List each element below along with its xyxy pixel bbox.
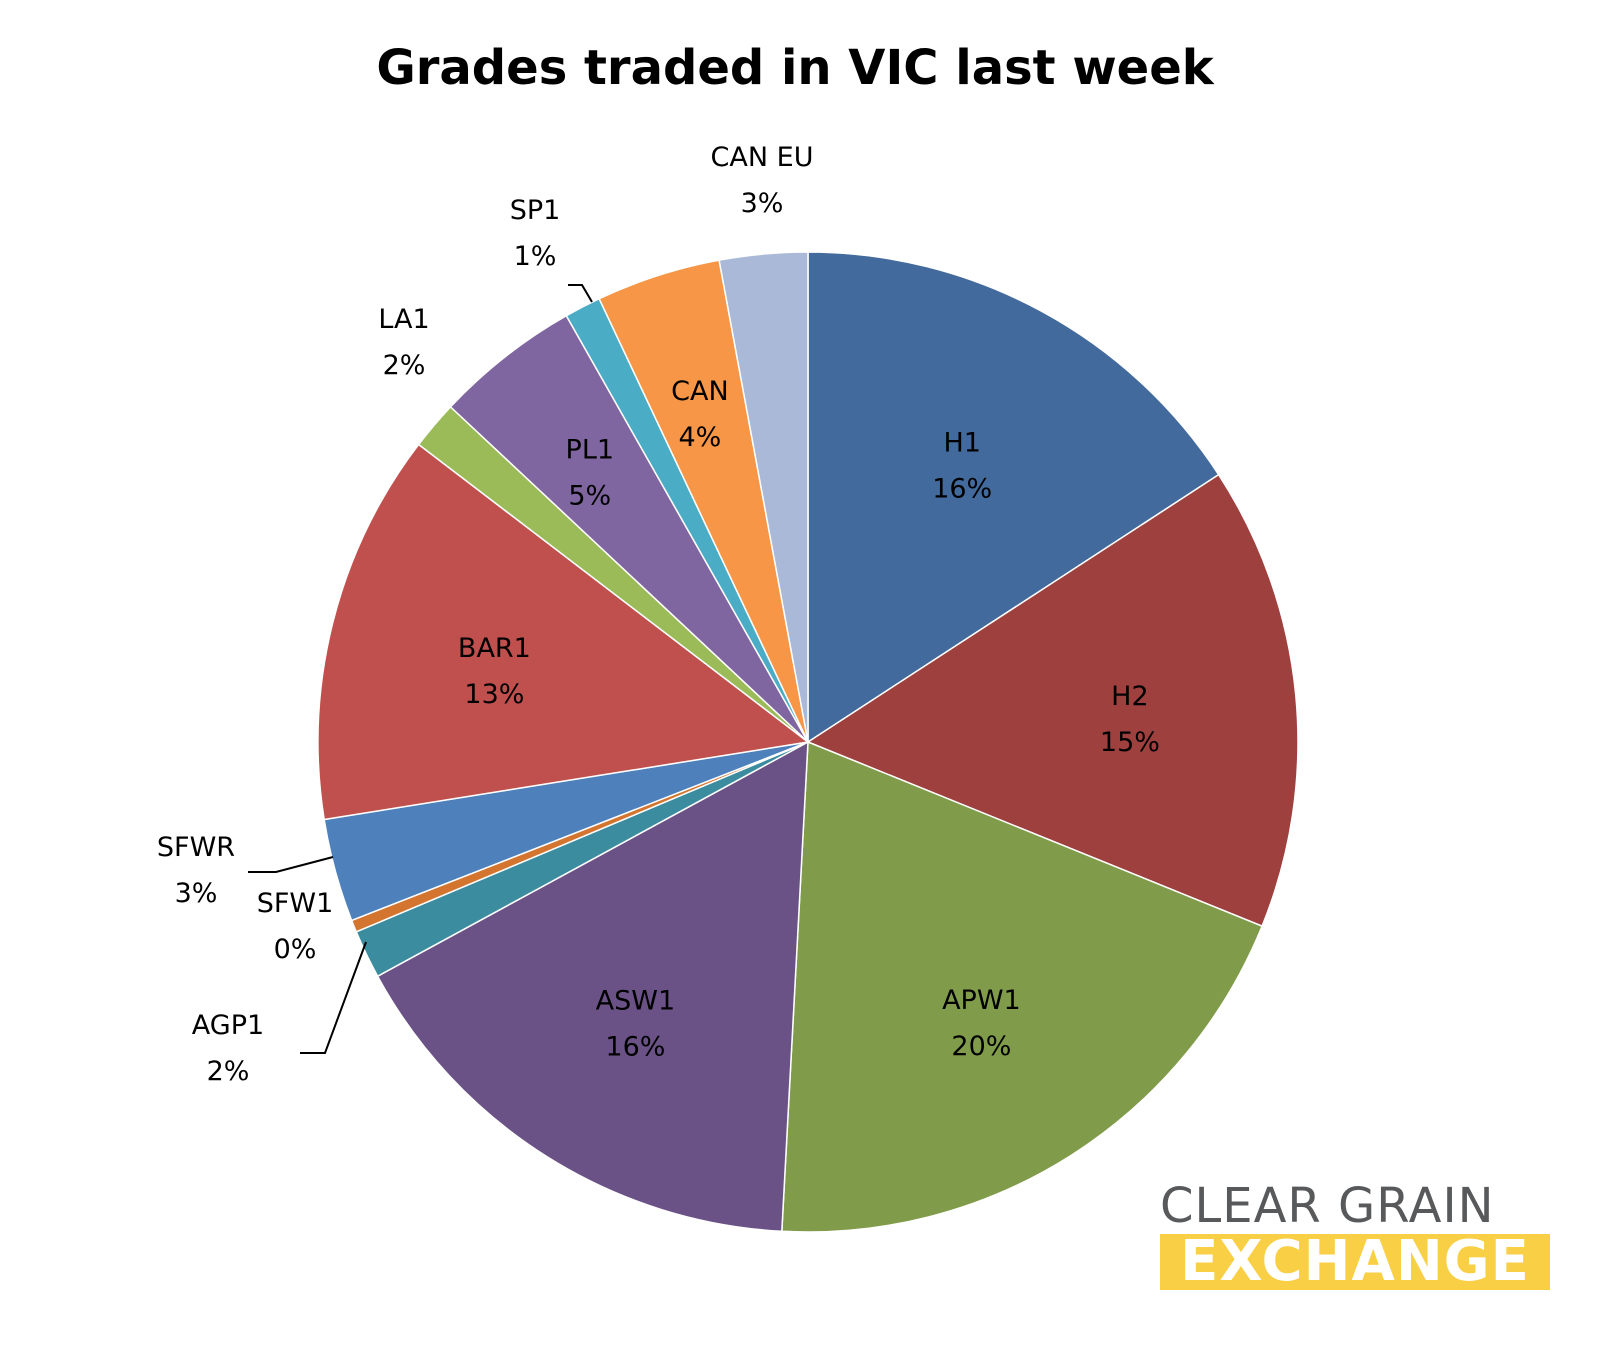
pie-slice-pl1 [449, 314, 809, 743]
slice-label-percent: 3% [741, 188, 784, 219]
slice-labels: H116%H215%APW120%ASW116%AGP12%SFW10%SFWR… [157, 142, 1160, 1087]
pie-slice-h1 [807, 251, 1220, 744]
slice-label-percent: 1% [514, 241, 557, 272]
slice-label-name: SFWR [157, 832, 235, 863]
slice-label-apw1: APW1 20% [942, 985, 1021, 1062]
leader-line-agp1 [300, 941, 367, 1054]
slice-label-name: PL1 [566, 435, 615, 466]
slice-label-can: CAN 4% [671, 376, 729, 453]
clear-grain-exchange-logo: CLEAR GRAIN EXCHANGE [1160, 1178, 1550, 1290]
pie-slice-h2 [806, 473, 1299, 928]
slice-label-percent: 13% [464, 679, 524, 710]
slice-label-name: H2 [1111, 681, 1148, 712]
slice-label-name: SP1 [510, 195, 561, 226]
slice-label-name: AGP1 [192, 1010, 264, 1041]
slice-label-name: H1 [943, 428, 980, 459]
pie-slice-asw1 [376, 740, 809, 1233]
slice-label-name: APW1 [942, 985, 1021, 1016]
pie-slice-apw1 [781, 740, 1264, 1233]
slice-label-name: SFW1 [257, 888, 334, 919]
slice-label-can-eu: CAN EU 3% [711, 142, 814, 219]
slice-label-name: CAN EU [711, 142, 814, 173]
pie-slice-bar1 [317, 443, 810, 821]
chart-title: Grades traded in VIC last week [376, 40, 1214, 96]
slice-label-name: LA1 [378, 304, 429, 335]
slice-label-percent: 0% [274, 934, 317, 965]
slice-label-percent: 16% [932, 474, 992, 505]
slice-label-asw1: ASW1 16% [596, 986, 675, 1063]
slice-label-percent: 3% [175, 878, 218, 909]
slice-label-sfw1: SFW1 0% [257, 888, 334, 965]
slice-label-bar1: BAR1 13% [458, 633, 531, 710]
slice-label-percent: 2% [383, 350, 426, 381]
leader-line-sp1 [568, 284, 593, 303]
brand-line-1: CLEAR GRAIN [1160, 1178, 1495, 1234]
slice-label-name: CAN [671, 376, 729, 407]
leader-line-sfwr [248, 856, 334, 873]
slice-label-percent: 4% [678, 422, 721, 453]
slice-label-name: BAR1 [458, 633, 531, 664]
brand-line-2: EXCHANGE [1160, 1234, 1550, 1290]
leader-lines [248, 284, 593, 1054]
slice-label-agp1: AGP1 2% [192, 1010, 264, 1087]
slice-label-percent: 15% [1100, 727, 1160, 758]
slice-label-percent: 20% [951, 1031, 1011, 1062]
slice-label-name: ASW1 [596, 986, 675, 1017]
slice-label-percent: 2% [207, 1056, 250, 1087]
slice-label-percent: 5% [568, 481, 611, 512]
pie-slice-can-eu [718, 251, 809, 743]
slice-label-sfwr: SFWR 3% [157, 832, 235, 909]
slice-label-percent: 16% [605, 1032, 665, 1063]
pie-slices [317, 251, 1299, 1233]
